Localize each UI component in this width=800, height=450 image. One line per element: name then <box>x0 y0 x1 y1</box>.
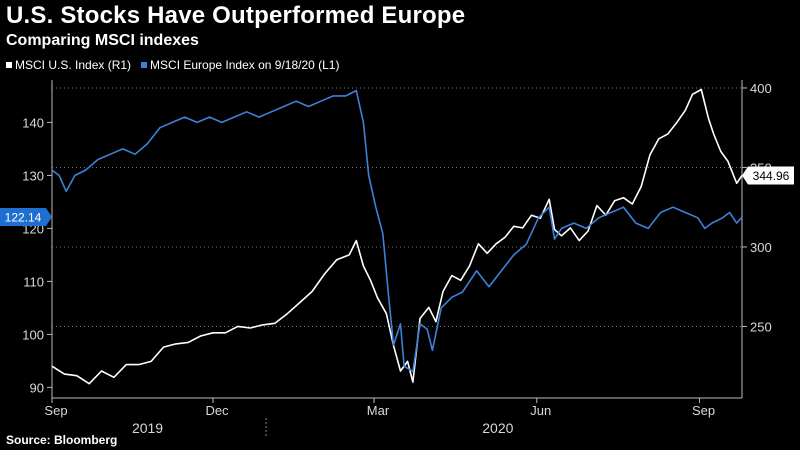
left-tick-label: 110 <box>23 274 44 289</box>
last-value-label-europe: 122.14 <box>5 211 42 225</box>
x-tick-label: Dec <box>205 403 229 418</box>
left-tick-label: 130 <box>22 168 44 183</box>
left-tick-label: 140 <box>22 115 44 130</box>
legend-swatch-europe <box>141 62 148 68</box>
source-note: Source: Bloomberg <box>6 433 118 447</box>
legend-item-us: MSCI U.S. Index (R1) <box>6 58 131 72</box>
legend: MSCI U.S. Index (R1) MSCI Europe Index o… <box>6 58 349 72</box>
right-tick-label: 400 <box>750 81 772 96</box>
last-value-label-us: 344.96 <box>753 169 790 183</box>
x-tick-label: Sep <box>692 403 715 418</box>
left-tick-label: 100 <box>22 327 44 342</box>
x-tick-label: Jun <box>530 403 551 418</box>
series-line-msci-europe <box>51 89 743 373</box>
left-tick-label: 90 <box>30 380 44 395</box>
x-tick-label: Mar <box>367 403 390 418</box>
right-tick-label: 300 <box>750 240 772 255</box>
year-label: 2020 <box>482 420 513 436</box>
chart-subtitle: Comparing MSCI indexes <box>6 32 199 49</box>
series-line-msci-us <box>51 88 743 385</box>
year-label: 2019 <box>132 420 163 436</box>
last-value-flag-us <box>742 166 794 185</box>
x-tick-label: Sep <box>44 403 67 418</box>
legend-label-us: MSCI U.S. Index (R1) <box>15 58 132 72</box>
last-value-flag-europe <box>0 208 52 227</box>
legend-item-europe: MSCI Europe Index on 9/18/20 (L1) <box>141 58 339 72</box>
right-tick-label: 250 <box>750 319 772 334</box>
legend-label-europe: MSCI Europe Index on 9/18/20 (L1) <box>150 58 340 72</box>
legend-swatch-us <box>6 62 12 68</box>
chart-title: U.S. Stocks Have Outperformed Europe <box>6 2 466 29</box>
